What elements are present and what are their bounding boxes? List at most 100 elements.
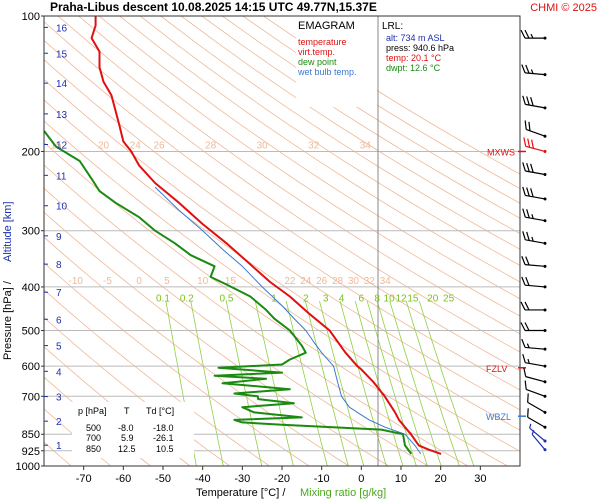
dry-adiabat-label: 22: [284, 276, 296, 287]
temperature-tick-label: 30: [474, 473, 486, 485]
dry-adiabat-label: 0: [136, 276, 142, 287]
wind-barb: [521, 64, 547, 77]
table-cell: 500: [86, 423, 101, 433]
mixing-ratio-label: 15: [407, 293, 419, 304]
table-header-td: Td [°C]: [146, 406, 174, 416]
altitude-tick-label: 2: [56, 417, 62, 428]
wind-barb: [527, 393, 547, 414]
mixing-ratio-label: 2: [303, 293, 309, 304]
wind-barb: [531, 430, 547, 452]
dry-adiabat: [57, 16, 520, 335]
pressure-tick-label: 300: [22, 226, 40, 238]
mixing-ratio-label: 3: [323, 293, 329, 304]
sounding-series: [44, 16, 442, 455]
altitude-tick-label: 14: [56, 79, 68, 90]
dry-adiabat-label: 24: [300, 276, 312, 287]
wind-barb: [520, 322, 547, 333]
mixing-ratio-label: 20: [427, 293, 439, 304]
mixing-ratio-label: 6: [359, 293, 365, 304]
altitude-tick-label: 11: [56, 171, 67, 182]
mixing-ratio-label: 8: [374, 293, 380, 304]
x-axis-label: Temperature [°C] /: [196, 487, 286, 499]
dry-adiabat: [119, 16, 520, 283]
legend-item-virt-temp: virt.temp.: [298, 47, 335, 57]
legend-title: EMAGRAM: [298, 20, 355, 32]
wind-barb: [521, 276, 547, 289]
pressure-tick-label: 850: [22, 429, 40, 441]
dry-adiabat-label: 5: [164, 276, 170, 287]
mixing-ratio-label: 4: [339, 293, 345, 304]
plot-area: 15 20 24 26 28 30 32 34-10 -5 0 5 10 15 22 24 26 28 30 32 3…: [43, 15, 521, 467]
wind-barb: [522, 231, 547, 245]
table-row: 700 5.9 -26.1: [86, 433, 174, 443]
lrl-box: LRL: alt: 734 m ASL press: 940.6 hPa tem…: [380, 17, 464, 77]
altitude-tick-label: 13: [56, 110, 68, 121]
mixing-ratio-line: [305, 301, 349, 466]
mixing-ratio-line: [354, 300, 404, 466]
wind-barb: [522, 353, 547, 368]
wind-barb: [520, 29, 547, 40]
mixing-ratio-line: [225, 301, 263, 466]
altitude-tick-label: 5: [56, 342, 62, 353]
level-markers: MXWS FZLV WBZL: [486, 147, 526, 422]
altitude-tick-label: 3: [56, 393, 62, 404]
mixing-ratio-label: 25: [443, 293, 455, 304]
altitude-tick-label: 8: [56, 260, 62, 271]
wind-barb: [522, 208, 547, 223]
table-cell: -18.0: [153, 423, 174, 433]
altitude-tick-label: 10: [56, 202, 68, 213]
dry-adiabat-label: 32: [308, 140, 320, 151]
lrl-alt: alt: 734 m ASL: [386, 33, 445, 43]
mixing-ratio-label: 0.1: [156, 293, 170, 304]
mixing-ratio-label: 0.2: [180, 293, 194, 304]
wind-barb: [529, 423, 547, 443]
dry-adiabat-label: 26: [316, 276, 328, 287]
temperature-tick-label: 0: [358, 473, 364, 485]
dry-adiabat: [139, 16, 520, 266]
y-axis-label: Pressure [hPa] /: [2, 280, 14, 360]
dry-adiabat: [160, 16, 520, 250]
table-cell: -8.0: [118, 423, 134, 433]
lrl-title: LRL:: [382, 21, 403, 32]
dry-adiabat-label: 32: [364, 276, 376, 287]
dry-adiabat: [98, 16, 520, 300]
table-cell: 12.5: [118, 444, 136, 454]
temperature-tick-label: 20: [435, 473, 447, 485]
mixing-ratio-line: [389, 300, 442, 466]
levels-table: p [hPa] T Td [°C] 500 -8.0 -18.0 700 5.9…: [72, 402, 194, 458]
legend-box: EMAGRAM temperature virt.temp. dew point…: [296, 17, 377, 107]
dry-adiabat-label: 15: [225, 276, 237, 287]
mixing-ratio-label: 0.5: [220, 293, 234, 304]
dry-adiabat-label: 30: [257, 140, 269, 151]
temperature-tick-label: -20: [274, 473, 290, 485]
altitude-axis: 16 15 14 13 12 11 10 9 8 7 6 5 4 3 2 1: [44, 23, 68, 452]
mixing-ratio-line: [190, 301, 224, 466]
dry-adiabat-label: 20: [98, 140, 110, 151]
pressure-tick-label: 1000: [16, 461, 40, 473]
temperature-axis: -70 -60 -50 -40 -30 -20 -10 0 10 20 30: [76, 466, 486, 485]
mixing-ratio-line: [418, 300, 475, 466]
wind-barb: [521, 256, 547, 268]
pressure-tick-label: 600: [22, 361, 40, 373]
lrl-temp: temp: 20.1 °C: [386, 53, 442, 63]
dry-adiabat: [44, 59, 520, 391]
wind-barb: [523, 367, 547, 384]
pressure-tick-label: 200: [22, 146, 40, 158]
table-header-t: T: [124, 406, 130, 416]
dry-adiabat-label: 10: [197, 276, 209, 287]
chart-title: Praha-Libus descent 10.08.2025 14:15 UTC…: [50, 0, 377, 14]
dry-adiabat: [201, 16, 520, 219]
temperature-tick-label: -10: [314, 473, 330, 485]
legend-item-wet-bulb: wet bulb temp.: [297, 67, 357, 77]
x-axis-label-mixing: Mixing ratio [g/kg]: [300, 487, 386, 499]
dry-adiabat-label: 24: [130, 140, 142, 151]
table-cell: 850: [86, 444, 101, 454]
dry-adiabat: [180, 16, 520, 235]
altitude-tick-label: 6: [56, 315, 62, 326]
altitude-tick-label: 15: [56, 49, 68, 60]
mixing-ratio-line: [285, 301, 328, 466]
wind-barb: [524, 120, 547, 138]
temperature-tick-label: -40: [195, 473, 211, 485]
pressure-tick-label: 400: [22, 282, 40, 294]
